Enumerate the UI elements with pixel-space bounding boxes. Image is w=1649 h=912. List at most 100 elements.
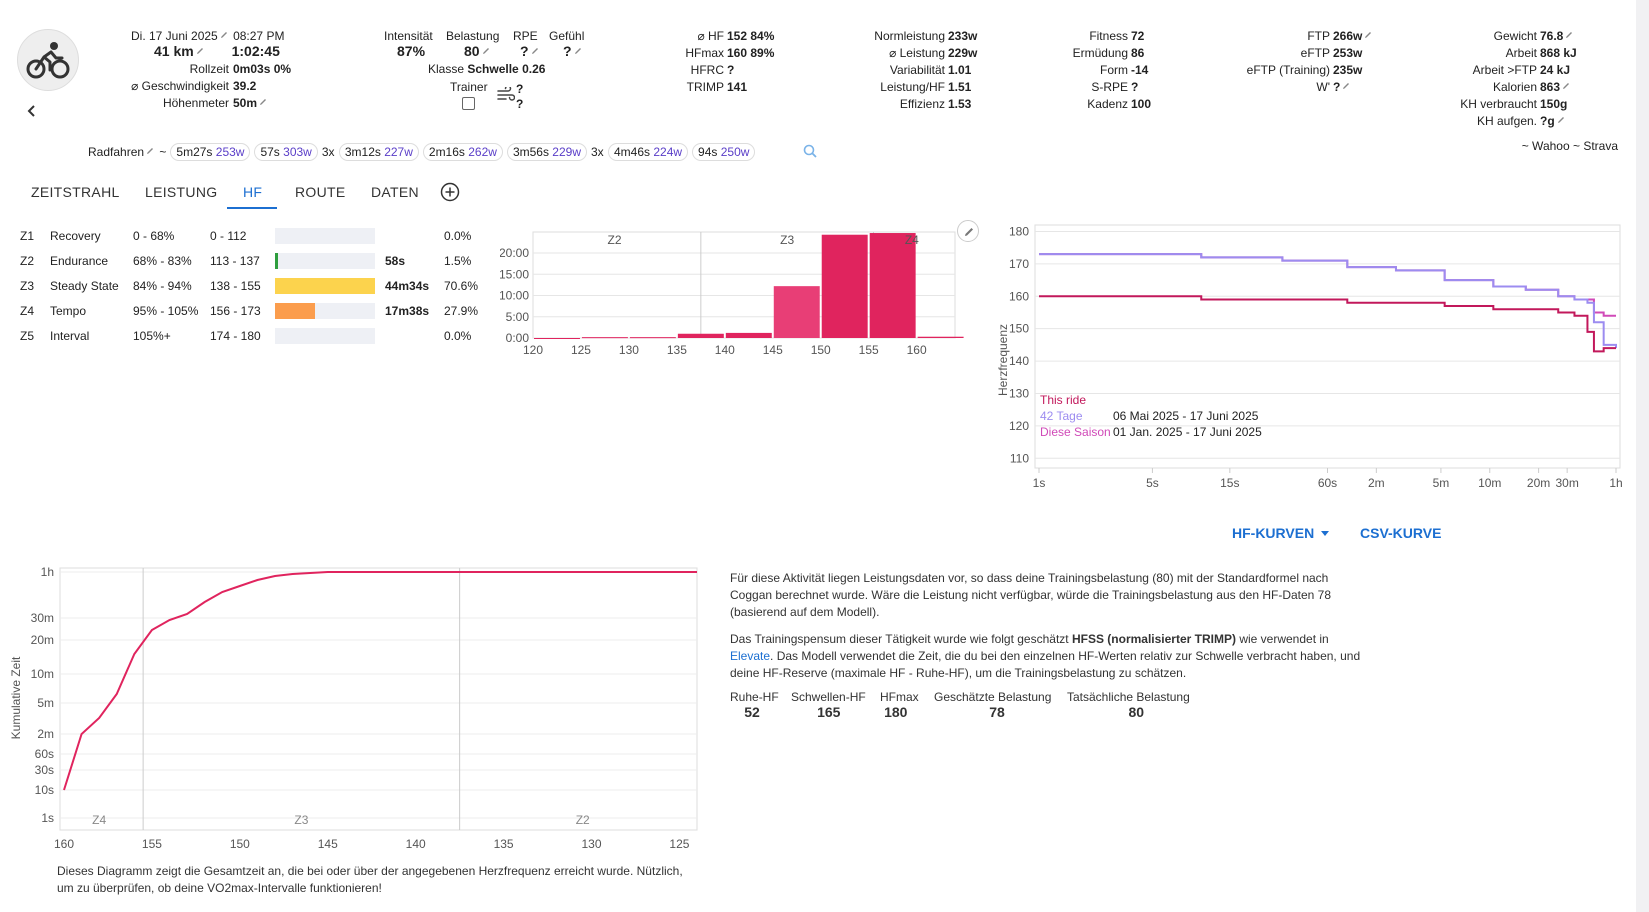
pencil-icon[interactable] [259,98,267,106]
sport-type[interactable]: Radfahren [88,145,145,159]
hr-param-value: 80 [1128,704,1145,720]
hf-curves-dropdown[interactable]: HF-KURVEN [1232,525,1330,541]
histogram-bar [725,332,772,338]
interval-chip[interactable]: 3m12s 227w [338,143,419,161]
form-value: -14 [1131,63,1149,77]
curve-legend-name: This ride [1040,393,1086,407]
zone-share: 1.5% [444,254,472,268]
zone-bpm: 113 - 137 [210,254,260,268]
back-icon[interactable] [26,104,38,118]
interval-watts: 227w [384,145,413,159]
rpe-row[interactable]: ? [520,43,539,60]
pencil-icon[interactable] [1342,82,1350,90]
hfss-text-c: wie verwendet in [1235,632,1329,646]
interval-chip[interactable]: 3m56s 229w [506,143,587,161]
power-hr-label: Leistung/HF [880,80,945,94]
curve-y-tick: 110 [1010,451,1029,465]
speed-value: 39.2 [233,79,257,93]
np-value: 233w [948,29,978,43]
interval-watts: 303w [283,145,312,159]
pencil-icon[interactable] [574,47,582,55]
form-label: Form [1100,63,1128,77]
histogram-x-tick: 160 [907,343,927,357]
pencil-icon[interactable] [196,47,204,55]
interval-repeat-count: 3x [321,145,338,159]
ftp-row[interactable]: 266w [1333,28,1372,45]
interval-chip[interactable]: 94s 250w [692,143,756,161]
tab-daten[interactable]: DATEN [371,184,419,200]
interval-chip[interactable]: 5m27s 253w [170,143,251,161]
calories-value: 863 [1540,80,1561,94]
tab-hf[interactable]: HF [243,184,263,200]
load-value: 80 [464,43,480,59]
curve-x-tick: 15s [1220,476,1239,490]
pencil-icon[interactable] [1562,82,1570,90]
wprime-row[interactable]: ? [1333,79,1350,96]
cumulative-y-tick: 30m [31,611,54,625]
cumulative-frame [59,567,698,831]
carbs-used-label: KH verbraucht [1460,97,1537,111]
zone-percent: 105%+ [133,329,171,343]
pencil-icon[interactable] [220,31,228,39]
pencil-icon[interactable] [531,47,539,55]
calories-row[interactable]: 863 [1540,79,1570,96]
csv-curve-button[interactable]: CSV-KURVE [1360,525,1442,541]
data-source[interactable]: ~ Wahoo ~ Strava [1521,139,1618,153]
trimp-value: 141 [727,80,748,94]
interval-time: 57s [260,145,284,159]
tab-zeitstrahl[interactable]: ZEITSTRAHL [31,184,120,200]
load-row[interactable]: 80 [464,43,490,60]
srpe-value: ? [1131,80,1139,94]
pencil-icon[interactable] [1364,31,1372,39]
weight-row[interactable]: 76.8 [1540,28,1573,45]
interval-chip[interactable]: 4m46s 224w [608,143,689,161]
carbs-in-row[interactable]: ?g [1540,113,1565,130]
interval-chip[interactable]: 2m16s 262w [422,143,503,161]
sport-avatar[interactable] [17,29,79,91]
pencil-icon[interactable] [146,147,154,155]
interval-chip[interactable]: 57s 303w [254,143,318,161]
pencil-icon[interactable] [482,47,490,55]
cumulative-y-tick: 1s [41,811,54,825]
pencil-icon[interactable] [1565,31,1573,39]
cumulative-x-tick: 150 [230,837,250,848]
tab-leistung[interactable]: LEISTUNG [145,184,218,200]
rollzeit-value: 0m03s 0% [233,62,292,76]
tab-hf-underline [227,207,277,209]
search-icon[interactable] [803,144,817,161]
work-ftp-value: 24 kJ [1540,63,1571,77]
cumulative-time-chart: 1h 30m 20m 10m 5m 2m 60s 30s 10s 1s 160 155 150 145 14… [9,565,698,848]
rollzeit-label: Rollzeit [189,62,229,76]
hr-param-label: Tatsächliche Belastung [1067,690,1190,704]
fitness-label: Fitness [1089,29,1128,43]
fatigue-label: Ermüdung [1072,46,1128,60]
load-explanation: Für diese Aktivität liegen Leistungsdate… [730,571,1332,619]
histogram-zone-label: Z4 [905,233,919,247]
curve-x-tick: 5s [1146,476,1159,490]
cumulative-x-tick: 140 [406,837,426,848]
eftp-training-label: eFTP (Training) [1246,63,1330,77]
zone-share: 27.9% [444,304,479,318]
curve-legend-range: 01 Jan. 2025 - 17 Juni 2025 [1113,425,1262,439]
zone-id: Z5 [20,329,35,343]
tab-route[interactable]: ROUTE [295,184,346,200]
pencil-icon[interactable] [1557,116,1565,124]
wind-icon[interactable] [497,85,516,103]
eftp-value: 253w [1333,46,1363,60]
add-tab-icon[interactable] [440,182,460,202]
speed-label: ⌀ Geschwindigkeit [131,79,229,93]
histogram-y-tick: 10:00 [500,289,529,303]
elevation-row[interactable]: 50m [233,95,267,112]
cumulative-x-tick: 130 [581,837,601,848]
elevate-link[interactable]: Elevate [730,649,771,663]
cumulative-y-tick: 2m [37,727,54,741]
power-hr-value: 1.51 [948,80,972,94]
curve-y-tick: 120 [1009,419,1029,433]
edit-chart-pencil-icon[interactable] [957,220,979,242]
cumulative-y-tick: 20m [31,633,54,647]
activity-datetime[interactable]: Di. 17 Juni 2025 08:27 PM [131,28,284,45]
feel-row[interactable]: ? [563,43,582,60]
trainer-checkbox[interactable] [462,97,475,110]
cumulative-x-tick: 155 [142,837,162,848]
feel-value: ? [563,43,572,59]
